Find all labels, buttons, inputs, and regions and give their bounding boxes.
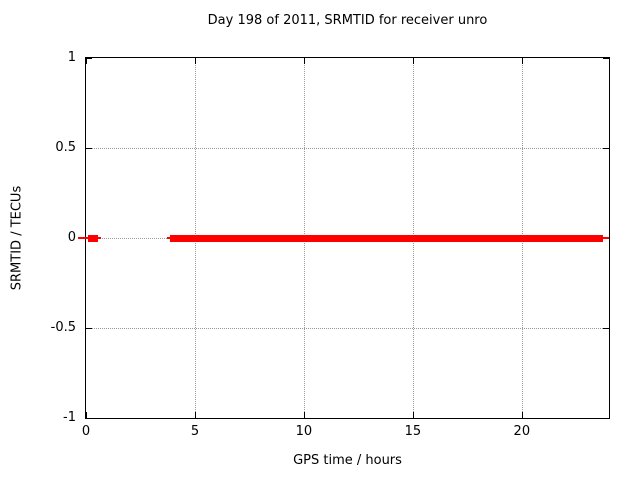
- y-tick-label: 0.5: [55, 140, 76, 155]
- y-tick-label: 1: [67, 50, 76, 65]
- x-tick-mark: [303, 58, 305, 64]
- x-tick-label: 10: [295, 424, 313, 439]
- y-tick-mark: [86, 418, 92, 419]
- x-tick-mark: [194, 58, 196, 64]
- y-tick-label: -0.5: [50, 320, 76, 335]
- x-tick-mark: [521, 58, 523, 64]
- x-tick-mark: [412, 412, 414, 418]
- chart-title: Day 198 of 2011, SRMTID for receiver unr…: [207, 13, 488, 28]
- x-axis-label: GPS time / hours: [293, 453, 402, 468]
- x-tick-label: 5: [190, 424, 200, 439]
- y-tick-label: -1: [63, 410, 76, 425]
- y-tick-mark: [603, 328, 609, 329]
- x-tick-label: 20: [513, 424, 531, 439]
- y-tick-label: 0: [67, 230, 76, 245]
- y-tick-mark: [603, 418, 609, 419]
- y-tick-mark: [603, 58, 609, 59]
- data-segment: [169, 235, 604, 242]
- gridline-horizontal: [86, 148, 609, 149]
- x-tick-mark: [303, 412, 305, 418]
- y-tick-mark: [603, 148, 609, 149]
- x-tick-mark: [86, 58, 87, 64]
- x-tick-mark: [412, 58, 414, 64]
- x-tick-mark: [86, 412, 87, 418]
- x-tick-label: 15: [404, 424, 422, 439]
- data-segment: [87, 235, 98, 242]
- x-tick-mark: [194, 412, 196, 418]
- x-tick-mark: [521, 412, 523, 418]
- gridline-horizontal: [86, 328, 609, 329]
- y-tick-mark: [86, 58, 92, 59]
- y-tick-mark: [86, 148, 92, 149]
- x-tick-label: 0: [81, 424, 91, 439]
- y-tick-mark: [86, 328, 92, 329]
